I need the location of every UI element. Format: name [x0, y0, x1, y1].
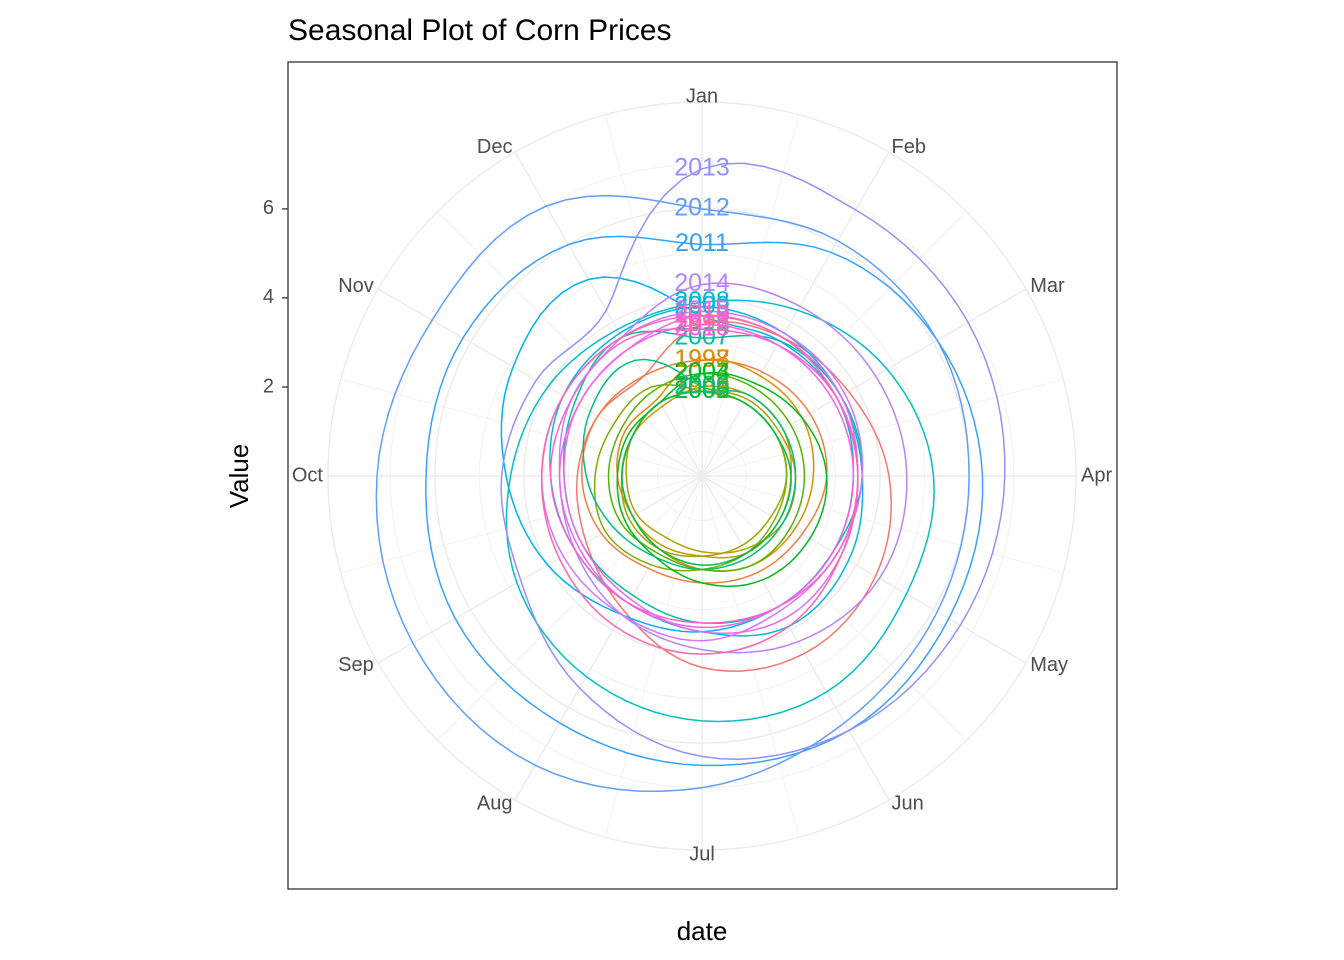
year-label-2006: 2006	[674, 372, 730, 400]
series-line-2004	[616, 371, 828, 587]
grid-spoke-minor	[604, 475, 703, 838]
year-label-2013: 2013	[674, 153, 730, 181]
grid-spoke	[701, 475, 1027, 664]
series-line-2006	[582, 358, 797, 571]
y-axis: 2 4 6	[263, 197, 288, 397]
year-label-2016: 2016	[674, 300, 730, 328]
grid-spoke-minor	[701, 114, 800, 477]
grid-spoke-minor	[437, 211, 703, 477]
year-label-2015: 2015	[674, 296, 730, 324]
year-label-2003: 2003	[674, 358, 730, 386]
year-label-2001: 2001	[674, 376, 730, 404]
y-tick-label-2: 2	[263, 375, 274, 397]
grid-spoke-minor	[701, 211, 967, 477]
grid-spoke-minor	[701, 475, 800, 838]
month-label-jun: Jun	[892, 792, 924, 814]
year-label-1999: 1999	[674, 372, 730, 400]
grid-spoke-minor	[701, 475, 967, 741]
month-label-oct: Oct	[292, 464, 324, 486]
year-labels: 1996 199719981999200020012002200320042005…	[674, 153, 730, 404]
year-label-2018: 2018	[674, 314, 730, 342]
grid-spoke-minor	[604, 114, 703, 477]
month-label-jan: Jan	[686, 85, 718, 107]
y-tick-label-6: 6	[263, 197, 274, 219]
year-label-2011: 2011	[675, 229, 729, 257]
series-line-2008	[505, 299, 935, 723]
year-label-2000: 2000	[674, 376, 730, 404]
y-tick-label-4: 4	[263, 286, 274, 308]
series-lines	[375, 162, 1006, 793]
chart-title: Seasonal Plot of Corn Prices	[288, 14, 672, 47]
grid-spoke	[701, 151, 890, 477]
series-line-2005	[621, 390, 792, 566]
grid-spoke	[701, 288, 1027, 477]
month-labels: Jan Feb Mar Apr May Jun Jul Aug Sep Oct Nov Dec	[292, 85, 1113, 865]
year-label-2017: 2017	[674, 309, 730, 337]
grid-spoke	[377, 475, 703, 664]
month-label-jul: Jul	[689, 843, 715, 865]
grid-spoke-minor	[340, 378, 703, 477]
x-axis-title: date	[677, 916, 728, 946]
month-label-apr: Apr	[1081, 464, 1112, 486]
grid-spoke-minor	[701, 378, 1064, 477]
year-label-1996: 1996	[674, 309, 730, 337]
grid-spoke-minor	[701, 475, 1064, 574]
year-label-2019: 2019	[674, 300, 730, 328]
series-line-2013	[500, 162, 1006, 760]
grid-spoke-minor	[437, 475, 703, 741]
month-label-nov: Nov	[338, 275, 374, 297]
year-label-2007: 2007	[674, 323, 730, 351]
month-label-may: May	[1030, 654, 1068, 676]
month-label-aug: Aug	[477, 792, 513, 814]
year-label-2004: 2004	[674, 358, 730, 386]
month-label-sep: Sep	[338, 654, 374, 676]
year-label-1997: 1997	[674, 345, 730, 373]
grid-spoke	[514, 475, 703, 801]
y-axis-title: Value	[224, 444, 254, 509]
grid-spoke	[701, 475, 890, 801]
month-label-feb: Feb	[892, 136, 926, 158]
year-label-1998: 1998	[674, 345, 730, 373]
year-label-2010: 2010	[674, 300, 730, 328]
series-line-2017	[558, 323, 855, 629]
year-label-2002: 2002	[674, 376, 730, 404]
year-label-2014: 2014	[674, 269, 730, 297]
year-label-2005: 2005	[674, 376, 730, 404]
year-label-2009: 2009	[674, 291, 730, 319]
year-label-2008: 2008	[674, 287, 730, 315]
month-label-dec: Dec	[477, 136, 513, 158]
series-line-2012	[375, 194, 970, 793]
month-label-mar: Mar	[1030, 275, 1065, 297]
year-label-2012: 2012	[674, 194, 730, 222]
series-line-2019	[540, 314, 859, 655]
